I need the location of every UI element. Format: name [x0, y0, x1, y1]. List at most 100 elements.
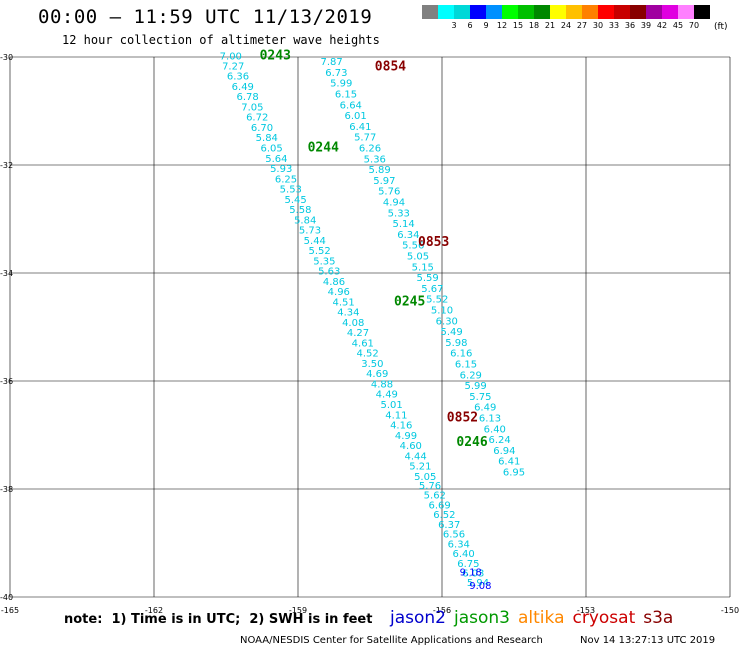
scale-label: 36 [625, 21, 635, 30]
wave-height-value: 5.14 [392, 219, 414, 230]
wave-height-value: 4.16 [390, 421, 412, 432]
scale-label: 21 [545, 21, 555, 30]
pass-time-label: 0244 [308, 141, 339, 156]
scale-swatch [582, 5, 598, 19]
wave-height-value: 5.62 [424, 491, 446, 502]
wave-height-value: 6.01 [344, 111, 366, 122]
scale-label: 18 [529, 21, 539, 30]
wave-height-value: 4.34 [337, 308, 359, 319]
scale-swatch [422, 5, 438, 19]
wave-height-value: 6.41 [498, 457, 520, 468]
pass-time-label: 0245 [394, 294, 425, 309]
scale-label: 6 [467, 21, 472, 30]
scale-swatch [598, 5, 614, 19]
wave-height-value: 4.60 [400, 441, 422, 452]
x-tick-label: -159 [289, 606, 307, 615]
note-text: note: 1) Time is in UTC; 2) SWH is in fe… [64, 612, 373, 627]
wave-height-value: 4.27 [347, 328, 369, 339]
scale-swatch [502, 5, 518, 19]
scale-swatch [438, 5, 454, 19]
wave-height-value: 6.37 [438, 520, 460, 531]
wave-height-value: 6.16 [450, 349, 472, 360]
scale-label: 33 [609, 21, 619, 30]
wave-height-value: 5.73 [299, 226, 321, 237]
wave-height-value: 4.49 [376, 390, 398, 401]
wave-height-value: 6.72 [246, 113, 268, 124]
wave-height-value: 6.03 [462, 568, 484, 579]
x-tick-label: -150 [721, 606, 739, 615]
scale-swatch [630, 5, 646, 19]
wave-height-value: 5.75 [469, 392, 491, 403]
wave-height-value: 5.05 [414, 472, 436, 483]
wave-height-value: 6.56 [443, 530, 465, 541]
x-tick-label: -165 [1, 606, 19, 615]
wave-height-value: 5.77 [354, 133, 376, 144]
scale-unit: (ft) [714, 22, 728, 32]
wave-height-value: 6.49 [232, 82, 254, 93]
wave-height-value: 5.45 [284, 195, 306, 206]
wave-height-value: 5.99 [330, 79, 352, 90]
scale-label: 24 [561, 21, 571, 30]
color-scale: 3 6 9 12 15 18 21 24 27 30 33 36 39 42 45 70 [422, 5, 710, 30]
scale-label: 12 [497, 21, 507, 30]
wave-height-value: 5.21 [409, 462, 431, 473]
wave-height-value: 5.94 [467, 578, 489, 589]
wave-height-value: 5.84 [294, 215, 316, 226]
wave-height-value: 6.26 [359, 144, 381, 155]
wave-height-value: 4.69 [366, 369, 388, 380]
wave-height-value: 7.05 [241, 102, 263, 113]
scale-swatch [662, 5, 678, 19]
wave-height-value: 6.30 [436, 316, 458, 327]
wave-height-value: 5.35 [313, 256, 335, 267]
wave-height-value: 4.94 [383, 198, 405, 209]
wave-height-value: 5.58 [289, 205, 311, 216]
satellite-altika: altika [518, 608, 565, 628]
wave-height-value: 6.29 [460, 370, 482, 381]
wave-height-value: 6.40 [452, 549, 474, 560]
wave-height-value: 5.67 [421, 284, 443, 295]
wave-height-value: 6.64 [340, 100, 362, 111]
wave-height-value: 7.00 [220, 52, 242, 63]
wave-height-value: 5.63 [318, 267, 340, 278]
wave-height-value: 6.25 [275, 174, 297, 185]
wave-height-value: 4.86 [323, 277, 345, 288]
wave-height-value: 5.98 [445, 338, 467, 349]
scale-swatch [678, 5, 694, 19]
y-tick-label: -34 [0, 269, 13, 278]
pass-time-label: 0852 [447, 411, 478, 426]
wave-height-value: 5.64 [265, 154, 287, 165]
wave-height-value: 5.97 [373, 176, 395, 187]
y-tick-label: -38 [0, 485, 13, 494]
satellite-cryosat: cryosat [572, 608, 636, 628]
scale-swatch [454, 5, 470, 19]
wave-height-value: 5.05 [407, 252, 429, 263]
scale-label: 30 [593, 21, 603, 30]
wave-height-value: 4.99 [395, 431, 417, 442]
pass-time-label: 0854 [375, 60, 406, 75]
wave-height-value: 6.34 [397, 230, 419, 241]
wave-height-value: 5.76 [419, 481, 441, 492]
wave-height-value: 5.15 [412, 262, 434, 273]
wave-height-value: 6.75 [457, 559, 479, 570]
wave-height-value: 4.52 [356, 349, 378, 360]
satellite-jason2: jason2 [390, 608, 446, 628]
x-tick-label: -156 [433, 606, 451, 615]
wave-height-value: 5.84 [256, 133, 278, 144]
scale-swatch [550, 5, 566, 19]
wave-height-value: 5.52 [426, 295, 448, 306]
wave-height-value: 6.70 [251, 123, 273, 134]
wave-height-value: 5.44 [304, 236, 326, 247]
wave-height-value: 7.87 [320, 57, 342, 68]
wave-height-value: 5.01 [380, 400, 402, 411]
wave-height-value: 6.15 [455, 360, 477, 371]
scale-label: 27 [577, 21, 587, 30]
scale-label: 15 [513, 21, 523, 30]
wave-height-value: 5.10 [431, 306, 453, 317]
pass-time-label: 0246 [456, 435, 487, 450]
y-tick-label: -30 [0, 53, 13, 62]
wave-height-value: 5.56 [402, 241, 424, 252]
wave-height-value: 6.05 [260, 144, 282, 155]
wave-height-value: 6.94 [493, 446, 515, 457]
wave-height-value: 6.36 [227, 72, 249, 83]
